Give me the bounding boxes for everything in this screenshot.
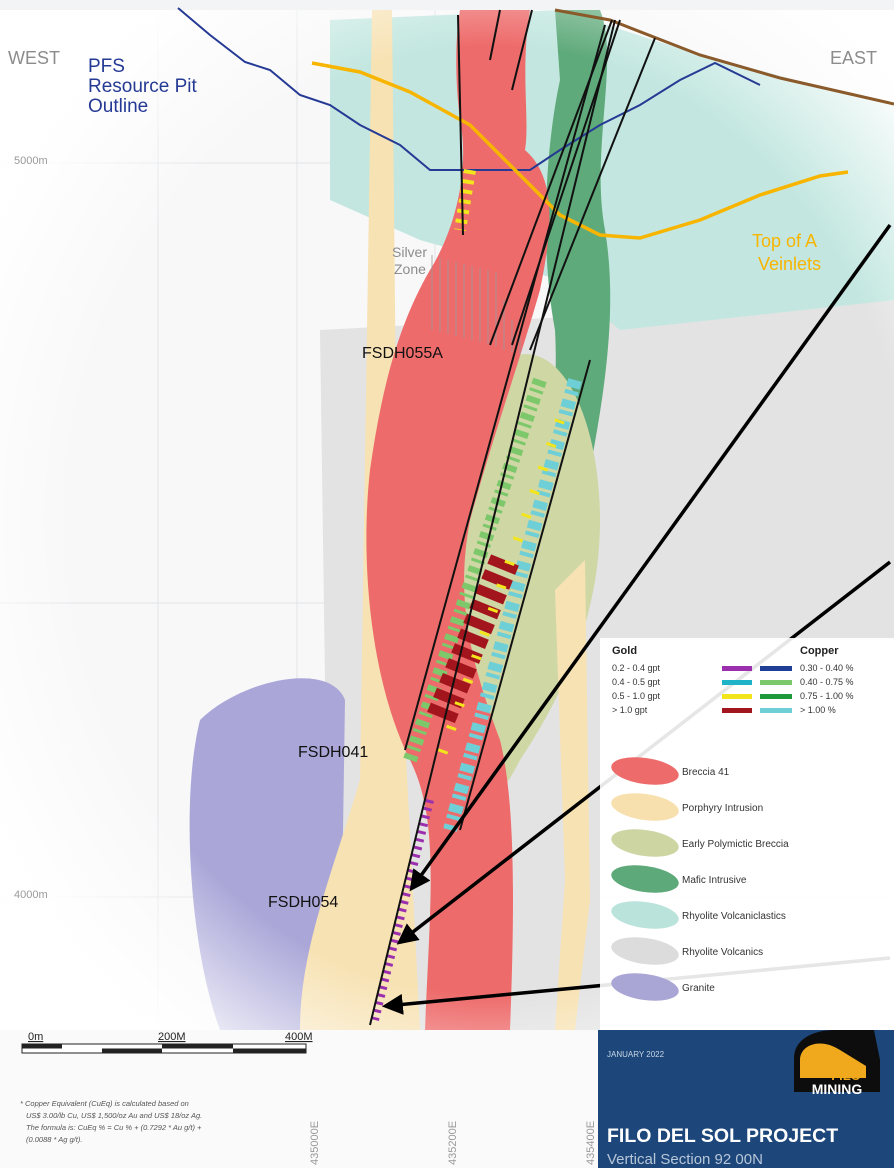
footnote: (0.0088 * Ag g/t). (26, 1135, 82, 1144)
lithology-label: Granite (682, 983, 715, 994)
drill-hole (529, 37, 656, 351)
lithology-label: Mafic Intrusive (682, 875, 747, 886)
project-title: FILO DEL SOL PROJECT (607, 1125, 838, 1147)
drill-holes (369, 9, 656, 1026)
gold-grade-label: 0.5 - 1.0 gpt (612, 691, 661, 701)
gold-legend-title: Gold (612, 645, 637, 657)
lithology-label: Porphyry Intrusion (682, 803, 763, 814)
drill-hole (511, 9, 533, 91)
logo-text: FILO (831, 1068, 861, 1083)
easting-label: 435200E (447, 1121, 459, 1165)
scale-bar-segment (233, 1048, 306, 1053)
gold-grade-label: 0.2 - 0.4 gpt (612, 663, 661, 673)
gold-swatch (722, 708, 752, 713)
scale-bar-segment (162, 1044, 233, 1049)
project-subtitle: Vertical Section 92 00N (607, 1151, 763, 1168)
lithology-legend: Breccia 41 Porphyry Intrusion Early Polymi… (611, 757, 789, 1001)
scale-bar-segment (22, 1044, 62, 1049)
logo-text: MINING (812, 1081, 863, 1097)
easting-label: 435400E (585, 1121, 597, 1165)
copper-swatch (760, 680, 792, 685)
drill-hole-fsdh054 (369, 19, 616, 1026)
drill-hole (459, 359, 591, 831)
topography (554, 8, 894, 106)
copper-grade-label: 0.40 - 0.75 % (800, 677, 854, 687)
lithology-label: Rhyolite Volcaniclastics (682, 911, 786, 922)
west-label: WEST (8, 48, 60, 68)
assay-band (371, 799, 434, 1021)
lithology-label: Early Polymictic Breccia (682, 839, 789, 850)
veinlet-label: Top of A (752, 231, 817, 251)
footnote: * Copper Equivalent (CuEq) is calculated… (20, 1099, 189, 1108)
scale-label: 200M (158, 1031, 186, 1043)
copper-grade-label: 0.75 - 1.00 % (800, 691, 854, 701)
copper-legend-title: Copper (800, 645, 839, 657)
copper-swatch (760, 694, 792, 699)
pit-label: Outline (88, 96, 148, 117)
gold-swatch (722, 680, 752, 685)
pit-label: PFS (88, 56, 125, 77)
arrow (409, 223, 892, 892)
lithology-swatch (611, 937, 679, 965)
hatch-lines (431, 255, 521, 354)
copper-grade-label: 0.30 - 0.40 % (800, 663, 854, 673)
assay-intervals (371, 169, 582, 1021)
drill-hole-fsdh041 (404, 24, 606, 751)
east-label: EAST (830, 48, 877, 68)
lithology-swatch (611, 901, 679, 929)
veinlet-label: Veinlets (758, 254, 821, 274)
assay-band (443, 378, 582, 832)
silver-zone-label: Silver (392, 244, 427, 260)
lithology-swatch (611, 757, 679, 785)
copper-swatch (760, 666, 792, 671)
elevation-label: 5000m (14, 155, 48, 167)
hole-label: FSDH054 (268, 894, 338, 911)
lithology-label: Breccia 41 (682, 767, 730, 778)
hole-label: FSDH041 (298, 744, 368, 761)
gold-swatch (722, 666, 752, 671)
scale-bar (21, 1043, 307, 1054)
lithology-swatch (611, 973, 679, 1001)
scale-label: 0m (28, 1031, 43, 1043)
pit-outline (177, 7, 761, 171)
pit-label: Resource Pit (88, 76, 197, 97)
scale-label: 400M (285, 1031, 313, 1043)
lithology-swatch (611, 793, 679, 821)
gold-grade-label: 0.4 - 0.5 gpt (612, 677, 661, 687)
gold-swatch (722, 694, 752, 699)
silver-zone-label: Zone (394, 261, 426, 277)
drill-hole (489, 9, 501, 61)
lithology-swatch (611, 865, 679, 893)
grade-legend: 0.2 - 0.4 gpt 0.30 - 0.40 % 0.4 - 0.5 gpt 0… (612, 663, 854, 715)
logo-accent (800, 1043, 866, 1078)
date: JANUARY 2022 (607, 1050, 665, 1059)
footnote: The formula is: CuEq % = Cu % + (0.7292 … (26, 1123, 202, 1132)
hole-label: FSDH055A (362, 345, 443, 362)
assay-band (403, 377, 547, 763)
copper-swatch (760, 708, 792, 713)
footnote: US$ 3.00/lb Cu, US$ 1,500/oz Au and US$ … (26, 1111, 202, 1120)
lithology-swatch (611, 829, 679, 857)
lithology-label: Rhyolite Volcanics (682, 947, 763, 958)
drill-hole (457, 14, 464, 236)
assay-band (426, 554, 519, 726)
copper-grade-label: > 1.00 % (800, 705, 836, 715)
elevation-label: 4000m (14, 889, 48, 901)
silver-zone-hatch (431, 255, 521, 354)
scale-bar-segment (102, 1048, 162, 1053)
gold-grade-label: > 1.0 gpt (612, 705, 648, 715)
easting-label: 435000E (309, 1121, 321, 1165)
assay-band (435, 418, 565, 762)
